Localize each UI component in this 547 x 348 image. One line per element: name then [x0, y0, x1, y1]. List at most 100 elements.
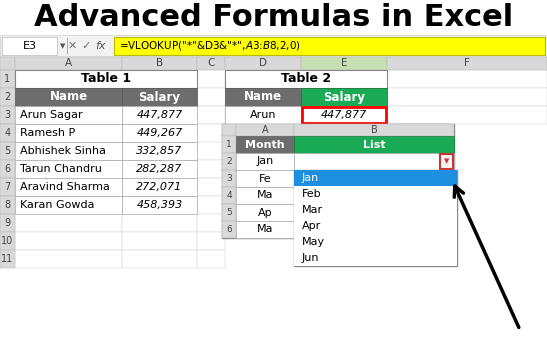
Bar: [197, 178, 225, 196]
Bar: [222, 204, 236, 221]
Bar: [67, 38, 68, 54]
Bar: [294, 136, 454, 153]
Bar: [0, 142, 15, 160]
Bar: [236, 221, 294, 238]
Bar: [387, 88, 547, 106]
Bar: [0, 70, 15, 88]
Text: 7: 7: [4, 182, 10, 192]
Text: 5: 5: [226, 208, 232, 217]
Bar: [122, 214, 197, 232]
Text: 2: 2: [4, 92, 10, 102]
Bar: [0, 35, 547, 57]
Bar: [15, 124, 122, 142]
Bar: [197, 88, 225, 106]
Bar: [122, 232, 197, 250]
Bar: [225, 70, 387, 88]
Text: Table 2: Table 2: [281, 72, 331, 86]
Text: Feb: Feb: [302, 189, 322, 199]
Text: 449,267: 449,267: [136, 128, 183, 138]
Bar: [0, 106, 15, 124]
Text: =VLOOKUP("*"&D3&"*",$A$3:$B$8,2,0): =VLOOKUP("*"&D3&"*",$A$3:$B$8,2,0): [119, 40, 301, 53]
Text: E3: E3: [22, 41, 37, 51]
Text: 8: 8: [4, 200, 10, 210]
Bar: [222, 170, 236, 187]
Bar: [222, 136, 236, 153]
Text: Fe: Fe: [259, 174, 271, 183]
Bar: [197, 106, 225, 124]
Text: 5: 5: [4, 146, 10, 156]
Text: A: A: [261, 125, 269, 135]
Text: Tarun Chandru: Tarun Chandru: [20, 164, 102, 174]
Bar: [222, 124, 454, 238]
Bar: [15, 142, 122, 160]
Text: 447,877: 447,877: [321, 110, 367, 120]
Bar: [294, 124, 454, 136]
Text: 1: 1: [4, 74, 10, 84]
Text: Name: Name: [244, 90, 282, 103]
Bar: [294, 234, 457, 250]
Text: Jun: Jun: [302, 253, 319, 263]
Bar: [236, 153, 294, 170]
Bar: [122, 142, 197, 160]
Bar: [236, 136, 294, 153]
Text: Aravind Sharma: Aravind Sharma: [20, 182, 110, 192]
Text: Arun Sagar: Arun Sagar: [20, 110, 83, 120]
Text: 458,393: 458,393: [136, 200, 183, 210]
Bar: [122, 88, 197, 106]
Bar: [197, 214, 225, 232]
Bar: [122, 124, 197, 142]
Text: 282,287: 282,287: [136, 164, 183, 174]
Text: 3: 3: [4, 110, 10, 120]
Text: D: D: [259, 58, 267, 69]
Text: C: C: [207, 58, 214, 69]
Bar: [114, 37, 545, 55]
Bar: [222, 153, 236, 170]
Bar: [222, 187, 236, 204]
Bar: [122, 160, 197, 178]
Bar: [301, 88, 387, 106]
Text: A: A: [65, 58, 72, 69]
Text: Ma: Ma: [257, 224, 274, 235]
Text: B: B: [371, 125, 377, 135]
Bar: [294, 204, 454, 221]
Bar: [294, 170, 457, 266]
Bar: [294, 153, 454, 170]
Bar: [294, 250, 457, 266]
Text: 9: 9: [4, 218, 10, 228]
Bar: [301, 106, 387, 124]
Bar: [197, 124, 225, 142]
Bar: [122, 57, 197, 70]
Text: 11: 11: [2, 254, 14, 264]
Bar: [236, 187, 294, 204]
Text: May: May: [302, 237, 325, 247]
Text: Arun: Arun: [250, 110, 276, 120]
Bar: [0, 57, 547, 70]
Bar: [197, 160, 225, 178]
Bar: [15, 232, 122, 250]
Text: 1: 1: [226, 140, 232, 149]
Bar: [197, 142, 225, 160]
Text: 4: 4: [4, 128, 10, 138]
Text: 272,071: 272,071: [136, 182, 183, 192]
Bar: [197, 196, 225, 214]
Bar: [440, 154, 453, 169]
Bar: [15, 250, 122, 268]
Text: Salary: Salary: [323, 90, 365, 103]
Bar: [0, 214, 15, 232]
Bar: [15, 160, 122, 178]
Bar: [302, 107, 386, 123]
Bar: [15, 106, 122, 124]
Bar: [0, 232, 15, 250]
Bar: [15, 88, 122, 106]
Bar: [236, 170, 294, 187]
Text: Ap: Ap: [258, 207, 272, 218]
Bar: [0, 196, 15, 214]
Text: 4: 4: [226, 191, 232, 200]
Text: ▼: ▼: [60, 43, 66, 49]
Text: Advanced Formulas in Excel: Advanced Formulas in Excel: [34, 3, 513, 32]
Bar: [15, 57, 122, 70]
Text: B: B: [156, 58, 163, 69]
Text: Jan: Jan: [302, 173, 319, 183]
Text: 332,857: 332,857: [136, 146, 183, 156]
Text: ✓: ✓: [82, 41, 91, 51]
